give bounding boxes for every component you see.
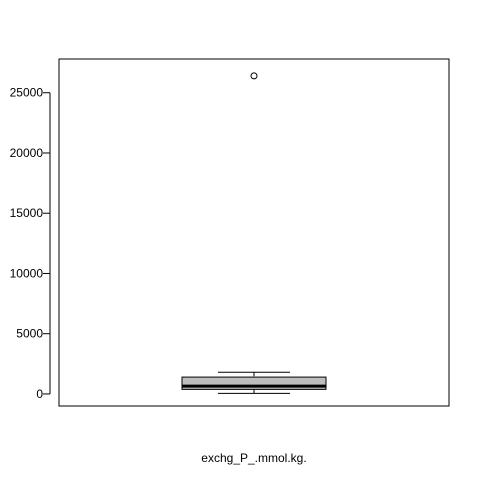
plot-frame [58,58,450,407]
y-axis: 0 5000 10000 15000 20000 25000 [10,86,51,401]
x-axis-title: exchg_P_.mmol.kg. [201,451,306,465]
y-tick-label: 15000 [10,206,44,220]
y-tick-label: 5000 [16,327,43,341]
y-tick-label: 20000 [10,146,44,160]
plot-area [58,58,450,407]
y-tick-label: 10000 [10,266,44,280]
y-tick-label: 0 [36,387,43,401]
y-tick-label: 25000 [10,86,44,100]
outlier-point [250,72,258,80]
